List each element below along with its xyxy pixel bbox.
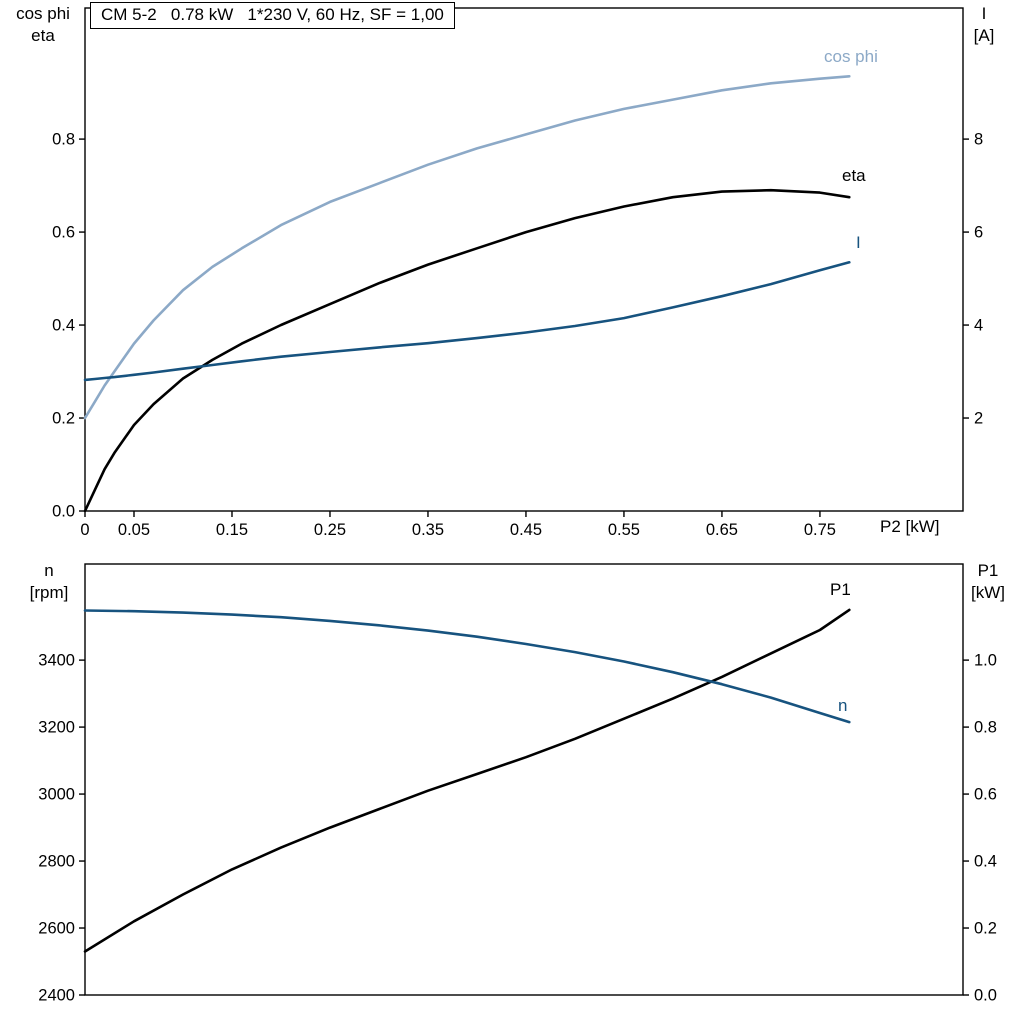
top-left-axis-label-cos-phi: cos phi <box>16 4 70 23</box>
bottom-plot: 2400 2600 2800 3000 3200 3400 0.0 0.2 0.4 0.6 0.8 1… <box>38 563 997 1005</box>
y-left-tick-label: 0.2 <box>52 410 75 428</box>
y-left-tick-label: 2600 <box>38 920 75 938</box>
y-left-tick-label: 2800 <box>38 853 75 871</box>
curve-label-cos-phi: cos phi <box>824 47 878 66</box>
bottom-right-axis-label-p1: P1 <box>977 561 999 580</box>
x-tick-label: 0 <box>80 521 89 539</box>
y-right-tick-label: 2 <box>974 410 983 428</box>
bottom-left-axis-unit-rpm: [rpm] <box>29 583 69 602</box>
y-right-tick-label: 0.2 <box>974 920 997 938</box>
curve-cos-phi <box>83 75 851 420</box>
y-left-tick-label: 3000 <box>38 786 75 804</box>
y-right-tick-label: 0.0 <box>974 987 997 1005</box>
curve-label-speed: n <box>838 696 848 715</box>
top-right-axis-unit-ampere: [A] <box>973 26 995 45</box>
curve-label-eta: eta <box>842 166 866 185</box>
curve-label-p1: P1 <box>830 580 851 599</box>
curve-eta <box>83 188 851 513</box>
x-tick-label: 0.05 <box>118 521 150 539</box>
y-left-tick-label: 3400 <box>38 652 75 670</box>
y-left-tick-label: 0.8 <box>52 131 75 149</box>
x-tick-label: 0.75 <box>804 521 836 539</box>
curve-p1 <box>83 608 851 953</box>
y-right-tick-label: 0.4 <box>974 853 997 871</box>
x-tick-label: 0.15 <box>216 521 248 539</box>
curve-n <box>83 609 851 724</box>
curve-label-current: I <box>856 233 861 252</box>
y-left-tick-label: 3200 <box>38 719 75 737</box>
x-tick-label: 0.55 <box>608 521 640 539</box>
y-right-tick-label: 8 <box>974 131 983 149</box>
curve-i <box>83 260 851 382</box>
x-tick-label: 0.35 <box>412 521 444 539</box>
y-left-tick-label: 2400 <box>38 987 75 1005</box>
x-tick-label: 0.25 <box>314 521 346 539</box>
y-right-tick-label: 0.6 <box>974 786 997 804</box>
top-right-axis-label-current: I <box>981 4 987 23</box>
bottom-left-axis-label-speed: n <box>44 561 54 580</box>
chart-title-box: CM 5-2 0.78 kW 1*230 V, 60 Hz, SF = 1,00 <box>90 2 455 29</box>
y-right-tick-label: 1.0 <box>974 652 997 670</box>
x-axis-label-p2: P2 [kW] <box>880 517 940 536</box>
x-tick-label: 0.45 <box>510 521 542 539</box>
x-tick-label: 0.65 <box>706 521 738 539</box>
y-right-tick-label: 6 <box>974 224 983 242</box>
y-left-tick-label: 0.6 <box>52 224 75 242</box>
top-plot: 0 0.05 0.15 0.25 0.35 0.45 0.55 0.65 0.75 0.0 0.2 0… <box>52 7 983 539</box>
y-right-tick-label: 4 <box>974 317 983 335</box>
bottom-right-axis-unit-kw: [kW] <box>971 583 1005 602</box>
y-left-tick-label: 0.4 <box>52 317 75 335</box>
y-left-tick-label: 0.0 <box>52 503 75 521</box>
plot-border <box>84 563 964 996</box>
plot-border <box>84 7 964 512</box>
y-right-tick-label: 0.8 <box>974 719 997 737</box>
top-left-axis-label-eta: eta <box>31 26 55 45</box>
